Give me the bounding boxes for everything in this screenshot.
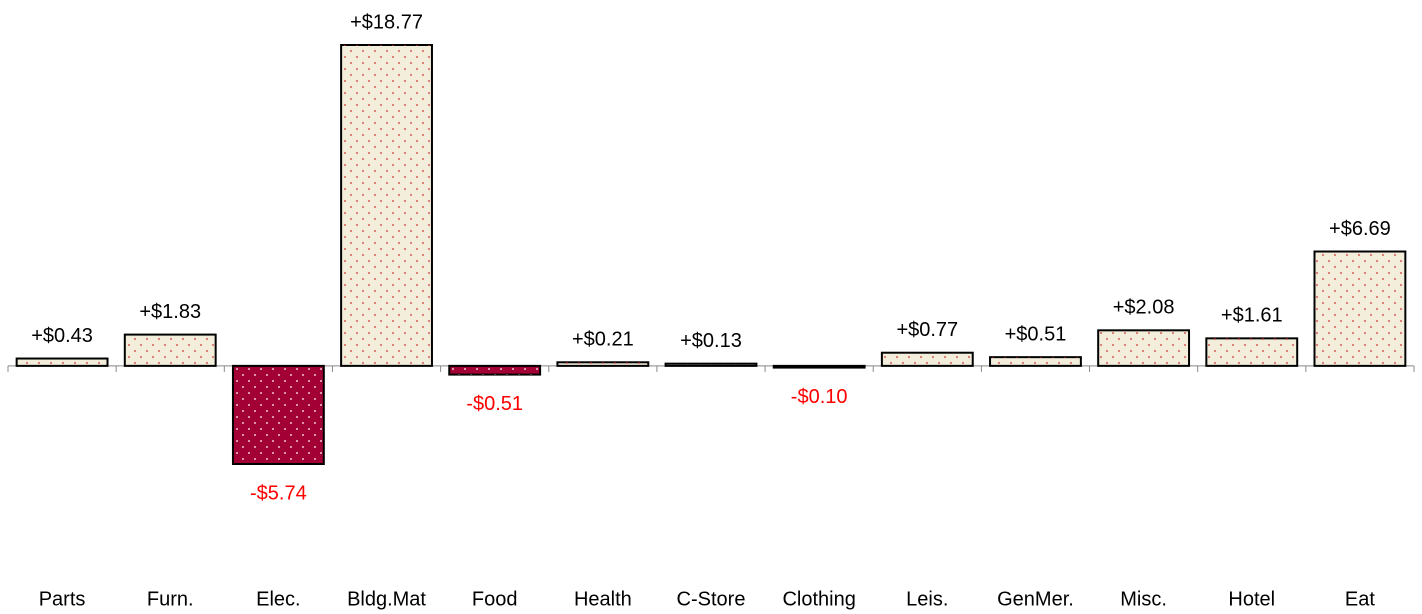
bar [123,333,217,367]
x-tick-label: Misc. [1120,588,1167,610]
x-tick-label: Leis. [906,588,948,610]
x-tick-label: C-Store [677,588,746,610]
x-tick-label: Clothing [782,588,855,610]
bar [1313,250,1407,367]
value-label: +$0.51 [1005,323,1067,345]
bar-pattern [449,365,541,375]
x-tick-label: GenMer. [997,588,1074,610]
bar [556,361,650,367]
bar-pattern [1098,330,1190,366]
x-tick-label: Furn. [147,588,194,610]
x-tick-label: Eat [1345,588,1375,610]
bar-pattern [1314,251,1406,366]
value-label: +$0.77 [896,319,958,341]
bar-pattern [232,365,324,464]
bar [880,351,974,367]
value-label: -$0.51 [466,393,523,415]
bar-pattern [16,358,108,366]
bar-pattern [990,357,1081,366]
bar-pattern [341,45,432,366]
bar-pattern [773,365,865,368]
value-label: -$0.10 [791,386,848,408]
bar-pattern [1206,338,1298,366]
value-label: +$0.43 [31,325,93,347]
x-tick-label: Hotel [1228,588,1275,610]
value-label: +$18.77 [350,11,423,33]
value-label: -$5.74 [250,482,307,504]
value-label: +$1.61 [1221,305,1283,327]
x-tick-label: Elec. [256,588,300,610]
value-label: +$0.13 [680,330,742,352]
bar [772,364,866,369]
value-label: +$0.21 [572,329,634,351]
bar [15,357,109,367]
bar [1205,337,1299,367]
value-label: +$1.83 [139,301,201,323]
bar-pattern [881,352,973,366]
x-tick-label: Food [472,588,518,610]
bar-pattern [665,363,757,366]
value-label: +$6.69 [1329,218,1391,240]
bar-pattern [557,362,649,366]
bar [231,364,325,465]
bar [664,362,758,367]
bar-pattern [124,334,216,366]
bar [1097,329,1191,367]
bar [989,356,1082,367]
bar [340,44,433,367]
x-tick-label: Bldg.Mat [347,588,426,610]
x-tick-label: Health [574,588,632,610]
bar [448,364,542,376]
value-label: +$2.08 [1113,297,1175,319]
x-tick-label: Parts [39,588,86,610]
